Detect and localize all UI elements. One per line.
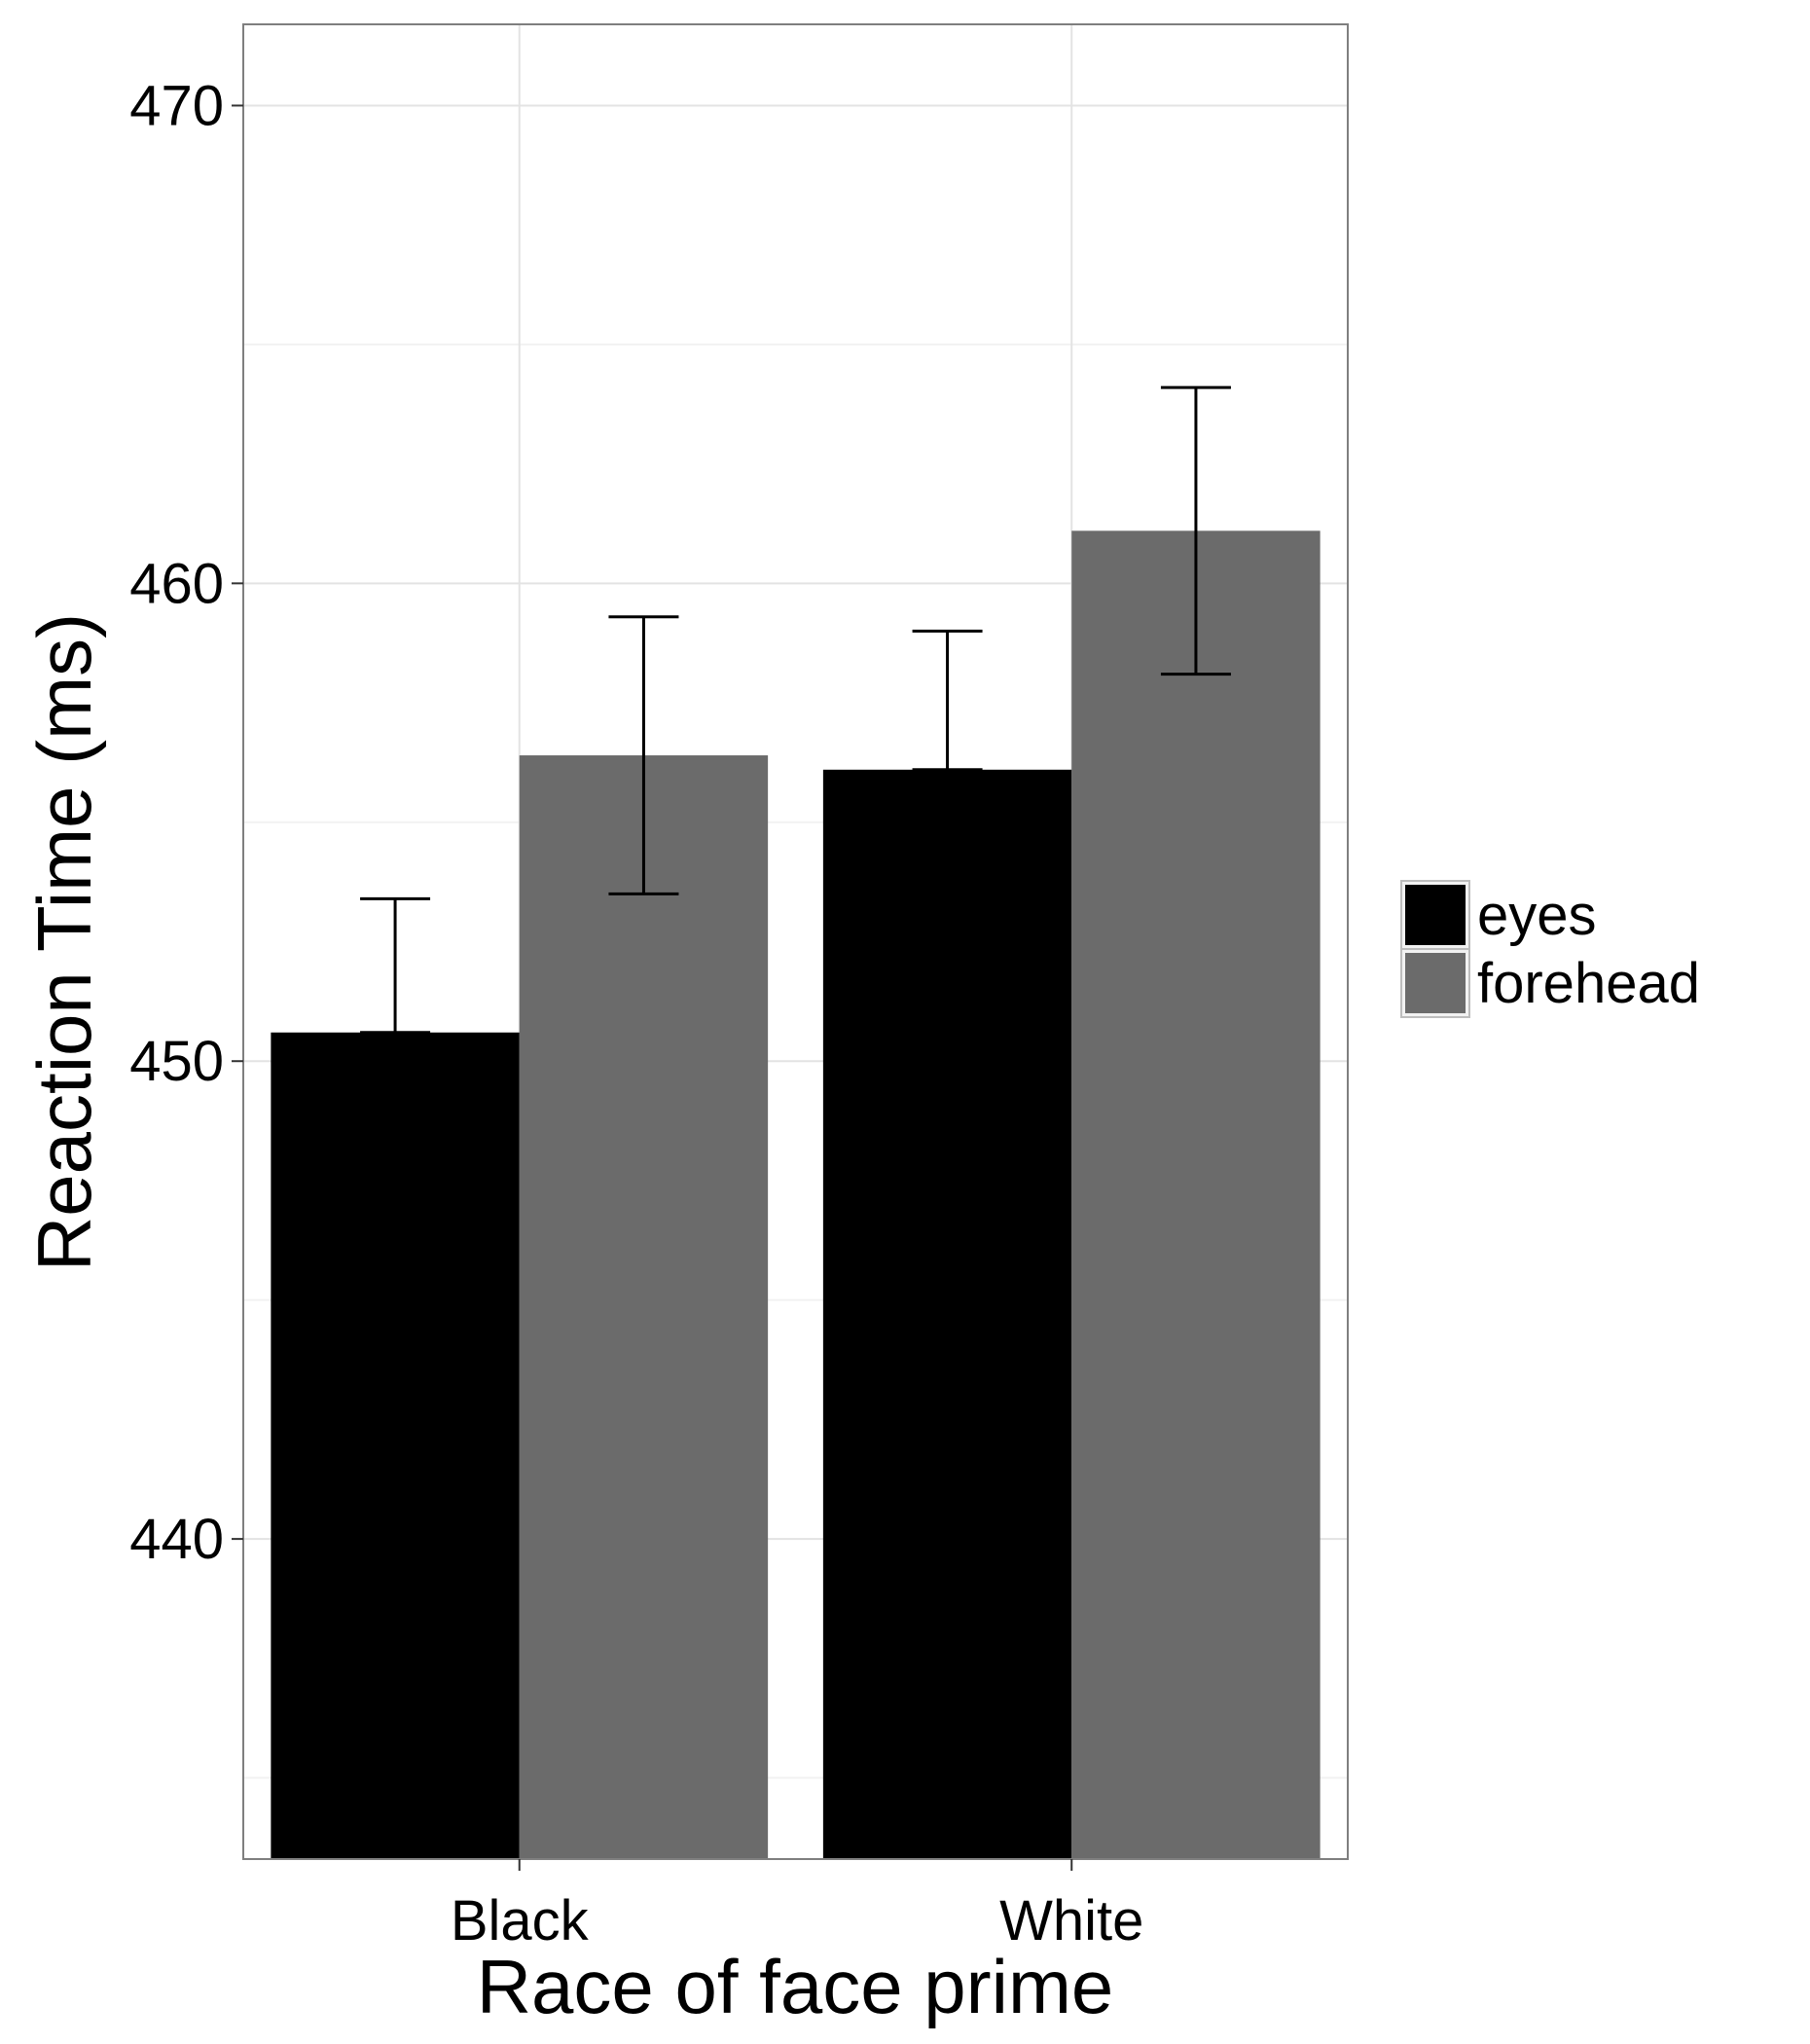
x-axis: Black White: [451, 1859, 1143, 1953]
bars-layer: [271, 530, 1321, 1859]
y-axis-title: Reaction Time (ms): [21, 613, 107, 1271]
legend-swatch: [1405, 953, 1466, 1013]
y-tick-label: 450: [129, 1030, 224, 1093]
legend-item-forehead: forehead: [1400, 948, 1700, 1018]
y-axis: 440 450 460 470: [129, 74, 243, 1571]
error-bar-eyes-black: [360, 896, 431, 1035]
error-bar-forehead-white: [1160, 385, 1231, 676]
error-bars-layer: [360, 385, 1231, 1035]
bar-eyes-black: [271, 1032, 520, 1859]
y-tick-label: 460: [129, 552, 224, 615]
y-tick-label: 470: [129, 74, 224, 137]
error-bar-eyes-white: [912, 629, 983, 772]
bar-eyes-white: [822, 769, 1072, 1859]
x-axis-title: Race of face prime: [477, 1944, 1114, 2029]
legend-label: eyes: [1477, 884, 1597, 947]
x-tick-label: White: [999, 1889, 1143, 1953]
error-bar-forehead-black: [608, 615, 679, 895]
x-tick-label: Black: [451, 1889, 590, 1953]
plot-panel-border: [242, 23, 1349, 1860]
bar-forehead-white: [1071, 530, 1321, 1859]
legend-item-eyes: eyes: [1400, 880, 1597, 950]
legend-label: forehead: [1477, 952, 1700, 1015]
legend-swatch: [1405, 885, 1466, 945]
bar-forehead-black: [519, 755, 769, 1859]
y-tick-label: 440: [129, 1508, 224, 1571]
